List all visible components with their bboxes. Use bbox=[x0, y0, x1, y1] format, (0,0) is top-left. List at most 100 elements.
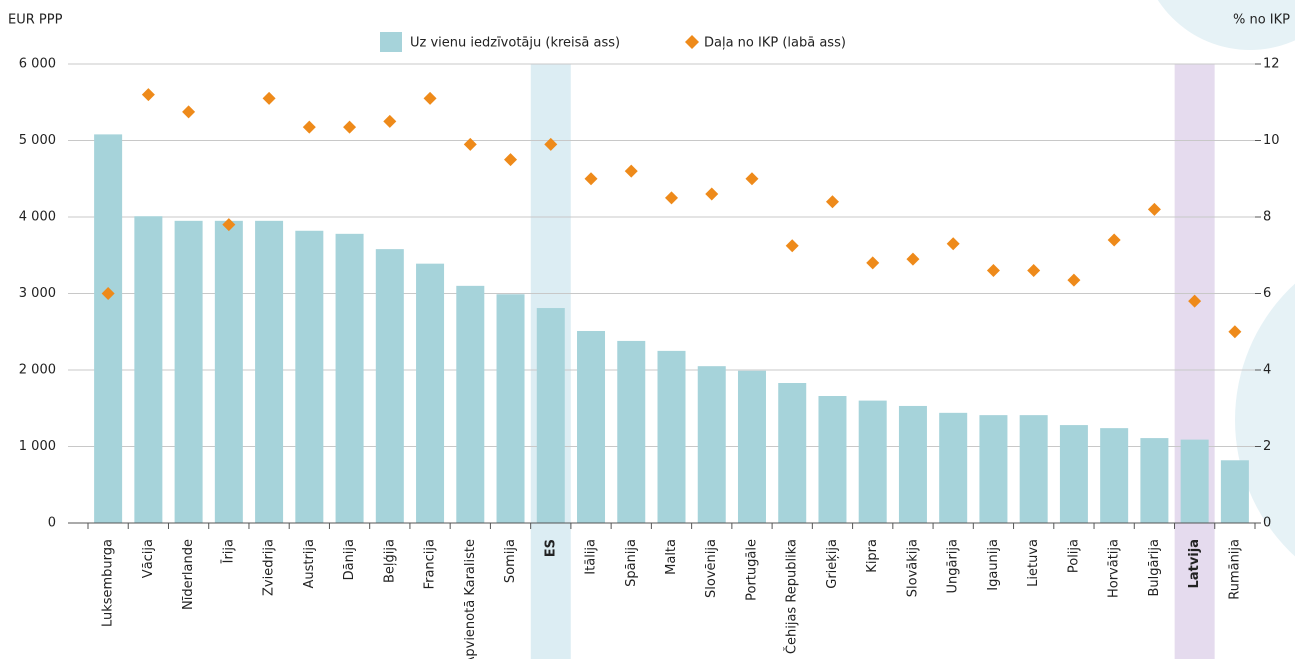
y2-tick-label: 12 bbox=[1263, 57, 1280, 72]
bar bbox=[939, 412, 968, 523]
diamond-marker bbox=[705, 187, 719, 201]
diamond-marker bbox=[141, 88, 155, 102]
highlight-band bbox=[1174, 64, 1215, 659]
bar bbox=[536, 308, 565, 523]
diamond-marker bbox=[946, 237, 960, 251]
x-tick-label: Lietuva bbox=[1026, 539, 1041, 587]
bar bbox=[214, 220, 243, 523]
bar bbox=[979, 415, 1008, 523]
y2-tick-label: 2 bbox=[1263, 439, 1271, 454]
y-tick-label: 1 000 bbox=[19, 439, 56, 454]
bar bbox=[1180, 439, 1209, 523]
x-tick-label: Kipra bbox=[865, 539, 880, 573]
diamond-marker bbox=[1228, 325, 1242, 339]
x-tick-label: Horvātija bbox=[1107, 539, 1122, 598]
diamond-marker bbox=[745, 172, 759, 186]
bar bbox=[375, 249, 404, 523]
diamond-marker bbox=[302, 120, 316, 134]
diamond-marker bbox=[785, 239, 799, 253]
x-tick-label: ES bbox=[543, 539, 558, 557]
y-tick-label: 4 000 bbox=[19, 210, 56, 225]
x-tick-label: Spānija bbox=[624, 539, 639, 587]
diamond-marker bbox=[825, 195, 839, 209]
bar bbox=[1059, 425, 1088, 523]
x-tick-label: Apvienotā Karaliste bbox=[463, 539, 478, 659]
x-tick-label: Portugāle bbox=[744, 539, 759, 601]
legend-label: Daļa no IKP (labā ass) bbox=[704, 36, 846, 51]
x-tick-label: Austrija bbox=[302, 539, 317, 589]
x-tick-label: Zviedrija bbox=[262, 539, 277, 596]
bar bbox=[657, 350, 686, 523]
diamond-marker bbox=[1027, 264, 1041, 278]
diamond-marker bbox=[504, 153, 518, 167]
y2-axis-label: % no IKP bbox=[1233, 13, 1290, 28]
diamond-marker bbox=[544, 137, 558, 151]
diamond-marker bbox=[262, 91, 276, 105]
diamond-marker bbox=[1067, 273, 1081, 287]
y-tick-label: 0 bbox=[48, 516, 56, 531]
bar bbox=[496, 294, 525, 523]
diamond-marker bbox=[222, 218, 236, 232]
diamond-marker bbox=[1188, 294, 1202, 308]
bar bbox=[1140, 438, 1169, 523]
decor-circle bbox=[1157, 0, 1295, 50]
x-tick-label: Grieķija bbox=[825, 539, 840, 589]
x-tick-label: Čehijas Republika bbox=[784, 539, 800, 654]
diamond-marker bbox=[584, 172, 598, 186]
legend-swatch bbox=[380, 32, 402, 52]
x-tick-label: Malta bbox=[664, 539, 679, 575]
diamond-marker bbox=[986, 264, 1000, 278]
y2-tick-label: 6 bbox=[1263, 286, 1271, 301]
y2-tick-label: 0 bbox=[1263, 516, 1271, 531]
y-axis-label: EUR PPP bbox=[8, 13, 63, 28]
x-tick-label: Beļģija bbox=[382, 539, 397, 583]
y-tick-label: 3 000 bbox=[19, 286, 56, 301]
x-tick-label: Nīderlande bbox=[181, 539, 196, 610]
diamond-marker bbox=[423, 91, 437, 105]
decor-circle bbox=[1235, 283, 1295, 557]
bar bbox=[416, 263, 445, 523]
y-tick-label: 5 000 bbox=[19, 133, 56, 148]
bar bbox=[577, 330, 606, 523]
x-tick-label: Igaunija bbox=[986, 539, 1001, 591]
x-tick-label: Rumānija bbox=[1227, 539, 1242, 600]
x-tick-label: Dānija bbox=[342, 539, 357, 580]
legend-swatch bbox=[685, 35, 699, 49]
diamond-marker bbox=[1107, 233, 1121, 247]
bar bbox=[737, 370, 766, 523]
bar bbox=[456, 285, 485, 523]
x-tick-label: Itālija bbox=[584, 539, 599, 575]
y-tick-label: 2 000 bbox=[19, 363, 56, 378]
diamond-marker bbox=[624, 164, 638, 178]
diamond-marker bbox=[1147, 202, 1161, 216]
x-tick-label: Bulgārija bbox=[1147, 539, 1162, 597]
legend-label: Uz vienu iedzīvotāju (kreisā ass) bbox=[410, 36, 620, 51]
bar bbox=[697, 366, 726, 523]
bar bbox=[295, 230, 324, 523]
bar bbox=[255, 220, 284, 523]
x-tick-label: Ungārija bbox=[946, 539, 961, 594]
bar bbox=[1220, 460, 1249, 523]
bar bbox=[1019, 415, 1048, 523]
y2-tick-label: 8 bbox=[1263, 210, 1271, 225]
bar bbox=[335, 233, 364, 523]
x-tick-label: Slovākija bbox=[905, 539, 920, 597]
bar bbox=[134, 216, 163, 524]
diamond-marker bbox=[665, 191, 678, 205]
y-tick-label: 6 000 bbox=[19, 57, 56, 72]
diamond-marker bbox=[866, 256, 880, 270]
bar bbox=[1100, 428, 1129, 523]
diamond-marker bbox=[906, 252, 920, 266]
x-tick-label: Francija bbox=[423, 539, 438, 589]
diamond-marker bbox=[343, 120, 357, 134]
bar bbox=[858, 400, 887, 523]
bar bbox=[617, 340, 646, 523]
diamond-marker bbox=[383, 114, 397, 128]
bar bbox=[818, 396, 847, 523]
x-tick-label: Latvija bbox=[1187, 539, 1202, 588]
y2-tick-label: 10 bbox=[1263, 133, 1280, 148]
y2-tick-label: 4 bbox=[1263, 363, 1271, 378]
diamond-marker bbox=[463, 137, 477, 151]
x-tick-label: Vācija bbox=[141, 539, 156, 578]
